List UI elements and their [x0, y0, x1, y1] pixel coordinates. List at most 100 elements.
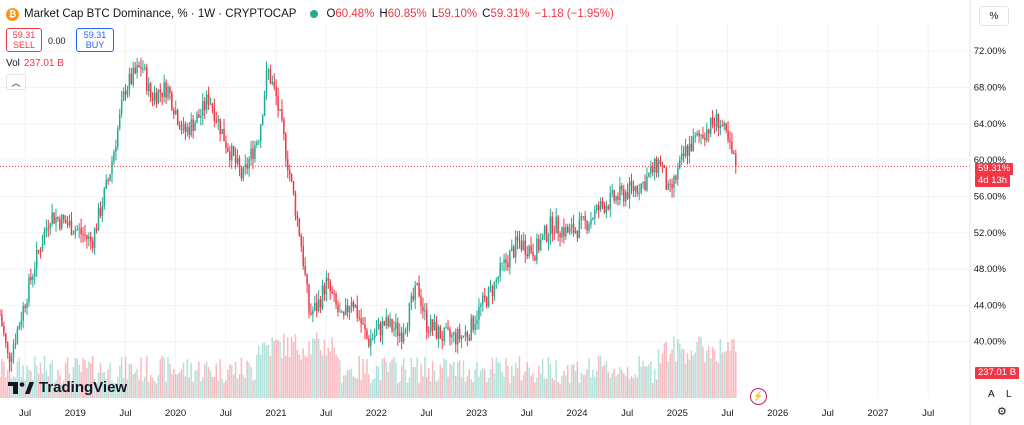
volume-bar: [3, 361, 5, 398]
candle-body: [553, 233, 556, 235]
volume-bar: [294, 334, 297, 398]
volume-bar: [217, 380, 219, 398]
candle-body: [95, 228, 98, 231]
volume-bar: [171, 374, 173, 398]
candle-body: [246, 164, 248, 169]
volume-legend[interactable]: Vol 237.01 B: [6, 58, 64, 69]
percent-scale-button[interactable]: %: [979, 6, 1009, 26]
volume-bar: [449, 363, 451, 398]
volume-bar: [686, 353, 689, 398]
candle-body: [68, 220, 71, 226]
log-scale-button[interactable]: L: [1006, 389, 1012, 400]
volume-bar: [80, 371, 82, 398]
volume-bar: [603, 364, 606, 398]
candle-body: [404, 329, 407, 333]
volume-bar: [543, 378, 546, 398]
candle-body: [375, 329, 378, 335]
collapse-legend-button[interactable]: ︿: [6, 74, 26, 90]
candle-body: [167, 87, 169, 98]
candle-body: [414, 285, 416, 300]
candle-body: [335, 293, 337, 305]
candle-body: [501, 262, 503, 264]
buy-button[interactable]: 59.31 BUY: [76, 28, 114, 52]
volume-bar: [478, 376, 480, 398]
candle-body: [194, 122, 196, 131]
candle-body: [586, 220, 588, 231]
volume-bar: [111, 380, 113, 398]
volume-bar: [84, 360, 86, 398]
candle-body: [547, 235, 550, 242]
volume-bar: [375, 366, 378, 398]
last-volume-tag: 237.01 B: [975, 367, 1020, 379]
candle-body: [134, 67, 136, 74]
candle-body: [427, 331, 430, 333]
candle-body: [665, 167, 668, 190]
events-icon[interactable]: ⚡: [750, 388, 767, 405]
candle-body: [35, 249, 38, 270]
volume-bar: [169, 363, 171, 398]
candle-body: [391, 318, 393, 331]
volume-bar: [269, 356, 272, 398]
candle-body: [650, 166, 652, 174]
volume-bar: [53, 383, 55, 398]
volume-bar: [186, 359, 189, 398]
candle-body: [103, 188, 106, 207]
volume-bar: [358, 355, 360, 398]
candle-body: [491, 286, 494, 297]
price-axis[interactable]: 72.00% 68.00% 64.00% 60.00% 56.00% 52.00% 48.0…: [969, 0, 1007, 425]
candle-body: [142, 68, 144, 70]
volume-bar: [290, 336, 293, 398]
candle-body: [356, 305, 359, 318]
volume-bar: [509, 383, 511, 398]
volume-bar: [497, 361, 499, 398]
x-tick-label: 2023: [466, 408, 487, 419]
candle-body: [590, 219, 592, 225]
candle-body: [0, 314, 1, 316]
volume-bar: [242, 374, 245, 398]
volume-bar: [733, 338, 735, 398]
volume-bar: [702, 346, 704, 398]
candle-body: [271, 81, 274, 84]
volume-bar: [105, 379, 107, 398]
candle-body: [159, 89, 162, 93]
sell-button[interactable]: 59.31 SELL: [6, 28, 42, 52]
candle-body: [489, 286, 492, 288]
candle-body: [215, 120, 218, 122]
candle-body: [10, 356, 13, 363]
symbol-legend[interactable]: ₿ Market Cap BTC Dominance, % · 1W · CRY…: [6, 4, 614, 24]
volume-bar: [433, 370, 436, 398]
candle-body: [493, 281, 496, 297]
volume-bar: [317, 338, 320, 398]
volume-bar: [439, 364, 442, 398]
x-tick-label: 2022: [366, 408, 387, 419]
ohlc-values: O60.48% H60.85% L59.10% C59.31% −1.18 (−…: [326, 8, 613, 20]
volume-bar: [360, 380, 362, 398]
volume-bar: [619, 367, 621, 398]
candle-body: [399, 332, 401, 337]
auto-scale-button[interactable]: A: [988, 389, 995, 400]
candle-body: [230, 145, 233, 161]
volume-bar: [536, 377, 538, 398]
symbol-title[interactable]: Market Cap BTC Dominance, % · 1W · CRYPT…: [24, 8, 297, 20]
volume-bar: [611, 373, 613, 398]
volume-bar: [331, 337, 333, 398]
candle-body: [358, 317, 360, 319]
tradingview-logo[interactable]: TradingView: [8, 379, 127, 396]
volume-value: 237.01 B: [23, 58, 64, 69]
volume-bar: [252, 380, 254, 398]
candle-body: [659, 160, 662, 165]
settings-icon[interactable]: ⚙: [997, 406, 1007, 418]
volume-bar: [335, 354, 337, 398]
candle-body: [534, 256, 536, 261]
candle-body: [267, 69, 270, 71]
candle-body: [82, 233, 84, 235]
candle-body: [254, 145, 256, 159]
candle-body: [265, 70, 268, 96]
time-axis[interactable]: Jul 2019 Jul 2020 Jul 2021 Jul 2022 Jul 2023 Jul 20…: [19, 408, 934, 419]
volume-bar: [306, 357, 308, 398]
candle-body: [696, 132, 698, 136]
candle-body: [90, 236, 92, 241]
volume-bar: [113, 382, 115, 398]
candle-body: [57, 217, 59, 219]
